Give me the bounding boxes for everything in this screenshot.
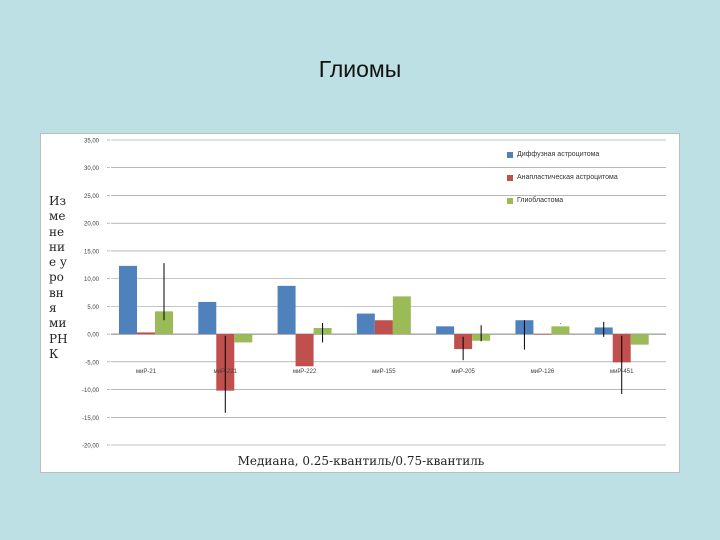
category-label: миР-221 — [214, 369, 238, 375]
legend-label: Глиобластома — [517, 197, 564, 204]
category-label: миР-21 — [136, 369, 157, 375]
legend-swatch — [507, 151, 513, 158]
bar — [630, 334, 649, 345]
y-tick-label: 10,00 — [84, 277, 100, 283]
bar — [436, 326, 455, 335]
y-tick-label: 35,00 — [84, 139, 100, 145]
bar — [374, 320, 393, 335]
y-tick-label: 30,00 — [84, 166, 100, 172]
bar — [155, 311, 173, 335]
category-label: миР-126 — [531, 369, 555, 375]
y-tick-label: -5,00 — [85, 360, 99, 366]
bar — [198, 301, 217, 335]
category-label: миР-222 — [293, 369, 317, 375]
category-label: миР-451 — [610, 369, 634, 375]
y-tick-label: 20,00 — [84, 222, 100, 228]
legend-swatch — [507, 174, 513, 181]
bar — [137, 332, 155, 335]
y-tick-label: 5,00 — [87, 305, 99, 311]
bar — [295, 334, 314, 367]
y-tick-label: -15,00 — [82, 416, 100, 422]
legend-item: Диффузная астроцитома — [507, 143, 618, 166]
y-tick-label: -10,00 — [82, 388, 100, 394]
legend-label: Диффузная астроцитома — [517, 151, 600, 158]
y-axis-label: Изменение уровня миРНК — [49, 194, 68, 361]
category-label: миР-205 — [451, 369, 475, 375]
y-tick-label: 15,00 — [84, 249, 100, 255]
bar-chart: 35,00 30,00 25,00 20,00 15,00 10,00 5,00 0,00 -5… — [82, 139, 666, 450]
bar — [551, 326, 570, 335]
legend-item: Глиобластома — [507, 189, 618, 212]
bar — [119, 265, 137, 335]
category-label: миР-155 — [372, 369, 396, 375]
x-axis-label: Медиана, 0.25-квантиль/0.75-квантиль — [237, 454, 485, 468]
bar — [356, 313, 375, 335]
bar — [234, 334, 253, 343]
bar — [533, 334, 552, 335]
y-tick-label: -20,00 — [82, 444, 100, 450]
legend: Диффузная астроцитома Анапластическая аст… — [507, 143, 618, 212]
bar — [277, 285, 296, 335]
slide-title: Глиомы — [318, 56, 402, 82]
y-tick-label: 0,00 — [87, 333, 99, 339]
legend-item: Анапластическая астроцитома — [507, 166, 618, 189]
y-tick-label: 25,00 — [84, 194, 100, 200]
chart-frame: 35,00 30,00 25,00 20,00 15,00 10,00 5,00 0,00 -5… — [40, 133, 680, 473]
bar — [392, 296, 411, 335]
legend-swatch — [507, 197, 513, 204]
legend-label: Анапластическая астроцитома — [517, 174, 618, 181]
